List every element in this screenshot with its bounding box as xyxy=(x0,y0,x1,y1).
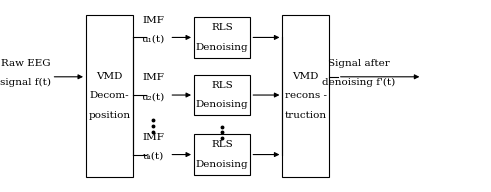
Text: IMF: IMF xyxy=(142,16,164,25)
Text: Denoising: Denoising xyxy=(196,100,248,109)
Bar xyxy=(194,134,250,175)
Text: recons -: recons - xyxy=(285,92,327,100)
Text: position: position xyxy=(88,111,130,120)
Text: VMD: VMD xyxy=(293,72,319,81)
Text: IMF: IMF xyxy=(142,133,164,142)
Text: Decom-: Decom- xyxy=(89,92,129,100)
Bar xyxy=(282,15,329,177)
Bar xyxy=(86,15,133,177)
Text: u₂(t): u₂(t) xyxy=(141,93,165,101)
Text: Denoising: Denoising xyxy=(196,43,248,51)
Text: RLS: RLS xyxy=(211,141,233,149)
Text: VMD: VMD xyxy=(96,72,122,81)
Text: RLS: RLS xyxy=(211,81,233,90)
Text: uᵢ(t): uᵢ(t) xyxy=(142,152,164,161)
Text: IMF: IMF xyxy=(142,73,164,82)
Text: truction: truction xyxy=(285,111,327,120)
Text: Signal after: Signal after xyxy=(327,59,389,68)
Text: RLS: RLS xyxy=(211,23,233,32)
Bar xyxy=(194,75,250,115)
Text: u₁(t): u₁(t) xyxy=(141,35,165,44)
Text: denoising f'(t): denoising f'(t) xyxy=(322,78,395,87)
Text: signal f(t): signal f(t) xyxy=(0,78,51,87)
Text: Raw EEG: Raw EEG xyxy=(0,59,51,68)
Text: Denoising: Denoising xyxy=(196,160,248,169)
Bar xyxy=(194,17,250,58)
